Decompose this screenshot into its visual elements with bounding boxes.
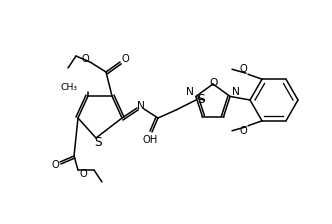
Text: O: O — [81, 54, 89, 64]
Text: N: N — [137, 101, 145, 111]
Text: O: O — [51, 160, 59, 170]
Text: CH₃: CH₃ — [61, 82, 78, 91]
Text: O: O — [239, 64, 247, 74]
Text: O: O — [239, 126, 247, 136]
Text: O: O — [79, 169, 87, 179]
Text: S: S — [94, 136, 102, 149]
Text: O: O — [210, 78, 218, 88]
Text: N: N — [186, 87, 194, 97]
Text: O: O — [121, 54, 129, 64]
Text: S: S — [197, 93, 205, 106]
Text: N: N — [232, 87, 240, 97]
Text: OH: OH — [142, 135, 158, 145]
